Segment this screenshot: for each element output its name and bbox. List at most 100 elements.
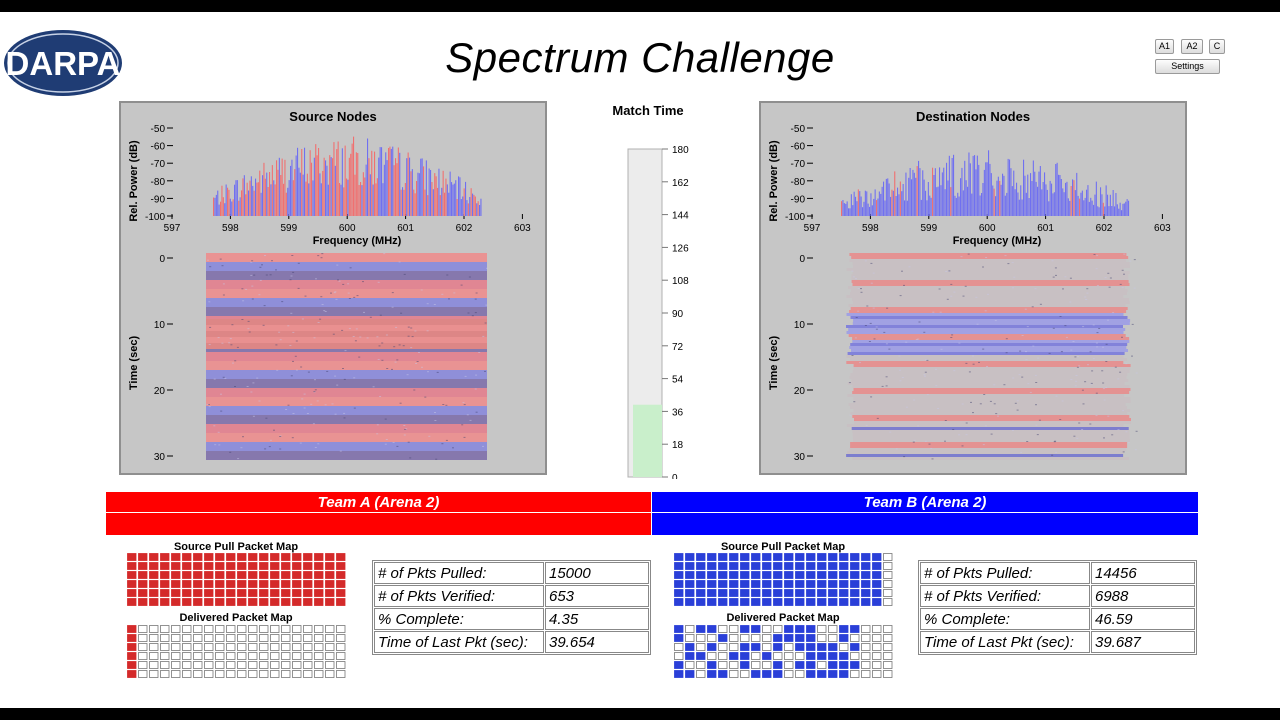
packet-cell	[784, 670, 794, 678]
spectrum-bar	[238, 200, 240, 216]
waterfall-row	[206, 283, 487, 286]
stat-label: % Complete:	[374, 608, 544, 630]
waterfall-speckle	[460, 284, 463, 286]
settings-button[interactable]: Settings	[1155, 59, 1220, 74]
spectrum-bar	[326, 165, 328, 216]
packet-cell	[674, 634, 684, 642]
waterfall-row	[206, 382, 487, 385]
spectrum-bar	[852, 205, 854, 216]
spectrum-bar	[934, 168, 936, 216]
packet-cell	[160, 571, 170, 579]
spectrum-bar	[849, 208, 851, 216]
packet-cell	[806, 571, 816, 579]
waterfall-speckle	[436, 371, 439, 373]
spectrum-bar	[256, 182, 258, 216]
waterfall-speckle	[1034, 374, 1037, 376]
spectrum-bar	[229, 198, 231, 216]
packet-cell	[740, 598, 750, 606]
stat-value: 653	[545, 585, 649, 607]
packet-cell	[204, 580, 214, 588]
waterfall-row	[846, 331, 1124, 334]
packet-cell	[784, 580, 794, 588]
spectrum-bar	[432, 189, 434, 216]
power-tick-label: -100	[145, 212, 165, 223]
packet-cell	[204, 643, 214, 651]
team-a-name: Team A (Arena 2)	[106, 492, 651, 513]
waterfall-speckle	[314, 379, 316, 381]
packet-cell	[226, 598, 236, 606]
arena-a1-button[interactable]: A1	[1155, 39, 1174, 54]
spectrum-bar	[1108, 206, 1110, 216]
waterfall-speckle	[251, 285, 254, 287]
waterfall-speckle	[356, 295, 359, 297]
power-tick-label: -90	[151, 194, 166, 205]
spectrum-bar	[1116, 204, 1118, 216]
packet-cell	[751, 661, 761, 669]
waterfall-speckle	[384, 443, 387, 445]
waterfall-speckle	[474, 388, 477, 390]
waterfall-speckle	[1016, 400, 1019, 402]
waterfall-speckle	[301, 318, 304, 320]
waterfall-row	[852, 301, 1130, 304]
packet-cell	[248, 661, 258, 669]
match-time-tick-label: 108	[672, 276, 689, 287]
spectrum-bar	[287, 187, 289, 216]
match-time-tick-label: 144	[672, 211, 689, 222]
packet-cell	[336, 652, 346, 660]
spectrum-bar	[292, 180, 294, 216]
packet-cell	[303, 661, 313, 669]
waterfall-speckle	[230, 344, 233, 346]
waterfall-speckle	[275, 344, 278, 346]
spectrum-bar	[404, 183, 406, 216]
waterfall-speckle	[901, 377, 904, 378]
waterfall-row	[206, 421, 487, 424]
packet-cell	[751, 553, 761, 561]
waterfall-row	[851, 280, 1129, 283]
spectrum-bar	[420, 158, 422, 216]
packet-cell	[303, 562, 313, 570]
spectrum-bar	[953, 154, 955, 216]
spectrum-bar	[1011, 186, 1013, 216]
waterfall-speckle	[379, 396, 382, 397]
packet-cell	[193, 589, 203, 597]
waterfall-speckle	[1131, 355, 1133, 357]
packet-cell	[237, 625, 247, 633]
packet-cell	[281, 625, 291, 633]
waterfall-speckle	[317, 255, 320, 257]
packet-cell	[850, 553, 860, 561]
packet-cell	[883, 580, 893, 588]
spectrum-bar	[899, 181, 901, 216]
waterfall-speckle	[271, 260, 273, 262]
packet-cell	[740, 652, 750, 660]
spectrum-bar	[1021, 199, 1023, 216]
match-time-fill	[633, 404, 662, 477]
packet-cell	[751, 589, 761, 597]
packet-cell	[729, 598, 739, 606]
packet-cell	[806, 598, 816, 606]
waterfall-speckle	[246, 386, 249, 387]
spectrum-bar	[452, 184, 454, 216]
arena-a2-button[interactable]: A2	[1181, 39, 1203, 54]
waterfall-row	[846, 268, 1124, 271]
waterfall-speckle	[377, 281, 380, 283]
combined-view-button[interactable]: C	[1209, 39, 1225, 54]
waterfall-speckle	[1014, 402, 1017, 404]
waterfall-speckle	[898, 355, 901, 357]
spectrum-bar	[873, 198, 875, 216]
waterfall-speckle	[1039, 303, 1042, 305]
spectrum-bar	[990, 173, 992, 216]
waterfall-speckle	[281, 301, 284, 303]
waterfall-speckle	[978, 361, 980, 363]
waterfall-speckle	[1077, 355, 1079, 357]
packet-cell	[325, 625, 335, 633]
frequency-axis-label: Frequency (MHz)	[313, 235, 402, 247]
packet-cell	[215, 589, 225, 597]
packet-cell	[259, 553, 269, 561]
spectrum-bar	[361, 185, 363, 216]
waterfall-speckle	[303, 393, 306, 395]
packet-cell	[314, 661, 324, 669]
waterfall-speckle	[335, 298, 338, 300]
packet-cell	[773, 670, 783, 678]
waterfall-speckle	[994, 320, 997, 322]
waterfall-speckle	[256, 377, 259, 379]
